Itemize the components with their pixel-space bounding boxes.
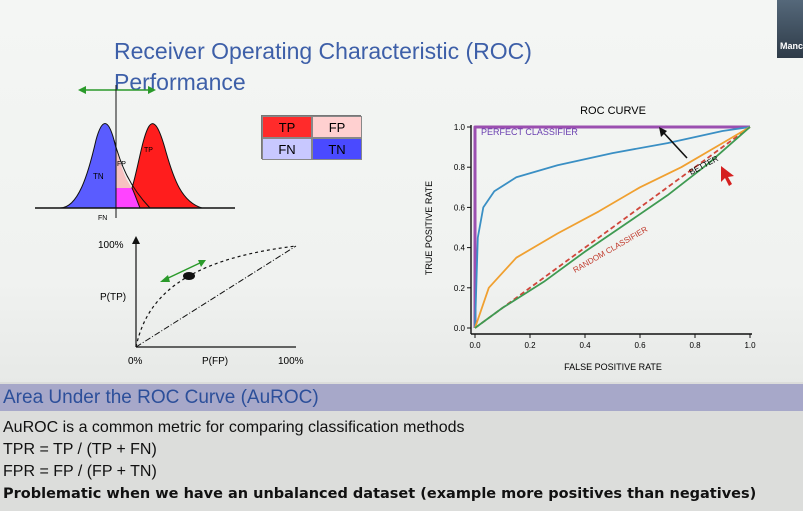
- roc-series-line-1: [474, 126, 751, 329]
- cell-tn: TN: [312, 138, 362, 160]
- roc-series-line-0: [473, 125, 750, 328]
- y-tick-label: 0.8: [454, 163, 466, 172]
- x-axis-label: P(FP): [202, 356, 228, 367]
- chart-title: ROC CURVE: [580, 105, 646, 117]
- y-axis-title: TRUE POSITIVE RATE: [424, 181, 434, 275]
- y-tick-label: 0.4: [454, 244, 466, 253]
- negative-distribution: [59, 123, 117, 209]
- fp-region: [116, 148, 132, 188]
- mouse-cursor-icon: [721, 166, 734, 186]
- fpr-formula: FPR = FP / (FP + TN): [3, 463, 157, 480]
- roc-series-line-3: [474, 126, 751, 329]
- x-tick-label: 0.4: [579, 341, 591, 350]
- operating-point-arrow: [160, 260, 206, 282]
- operating-point: [183, 272, 195, 280]
- section-title: Area Under the ROC Curve (AuROC): [3, 387, 319, 408]
- x-tick-label: 0.6: [634, 341, 646, 350]
- tn-label: TN: [93, 172, 104, 181]
- perfect-classifier-annotation: PERFECT CLASSIFIER: [481, 127, 578, 137]
- roc-series-line-4: [474, 126, 751, 329]
- metric-description: AuROC is a common metric for comparing c…: [3, 419, 465, 436]
- tp-label: TP: [144, 147, 153, 154]
- x-tick-label: 0.8: [689, 341, 701, 350]
- better-arrow: [659, 127, 688, 159]
- class-distribution-diagram: TN TP FP FN: [35, 85, 235, 222]
- schematic-roc-plot: 100% P(TP) 0% P(FP) 100%: [98, 236, 304, 367]
- cell-fp: FP: [312, 116, 362, 138]
- x-tick-label: 0.2: [524, 341, 536, 350]
- slide-title-line-1: Receiver Operating Characteristic (ROC): [114, 38, 532, 64]
- participant-name-label: Manc: [780, 41, 803, 51]
- tpr-formula: TPR = TP / (TP + FN): [3, 441, 157, 458]
- fn-label: FN: [98, 215, 107, 222]
- y-max-label: 100%: [98, 240, 124, 251]
- positive-distribution: [131, 123, 203, 209]
- random-classifier-annotation: RANDOM CLASSIFIER: [572, 225, 650, 275]
- confusion-matrix: TP FP FN TN: [261, 115, 362, 160]
- x-axis-title: FALSE POSITIVE RATE: [564, 362, 662, 372]
- video-participant-thumbnail[interactable]: Manc: [777, 0, 803, 58]
- x-origin-label: 0%: [128, 356, 143, 367]
- roc-series-line-2: [474, 126, 751, 329]
- y-tick-label: 0.6: [454, 203, 466, 212]
- y-tick-label: 0.0: [454, 324, 466, 333]
- x-max-label: 100%: [278, 356, 304, 367]
- x-tick-label: 1.0: [744, 341, 756, 350]
- cell-tp: TP: [262, 116, 312, 138]
- section-header: Area Under the ROC Curve (AuROC): [0, 384, 803, 411]
- y-axis-label: P(TP): [100, 292, 126, 303]
- roc-curve-chart: ROC CURVE TRUE POSITIVE RATE FALSE POSIT…: [424, 105, 756, 372]
- y-tick-label: 1.0: [454, 123, 466, 132]
- threshold-shift-arrow: [78, 86, 156, 94]
- unbalanced-warning: Problematic when we have an unbalanced d…: [3, 486, 757, 502]
- y-tick-label: 0.2: [454, 284, 466, 293]
- fp-label: FP: [117, 161, 126, 168]
- better-annotation: BETTER: [688, 154, 720, 177]
- x-tick-label: 0.0: [469, 341, 481, 350]
- slide-title: Receiver Operating Characteristic (ROC) …: [114, 36, 584, 98]
- cell-fn: FN: [262, 138, 312, 160]
